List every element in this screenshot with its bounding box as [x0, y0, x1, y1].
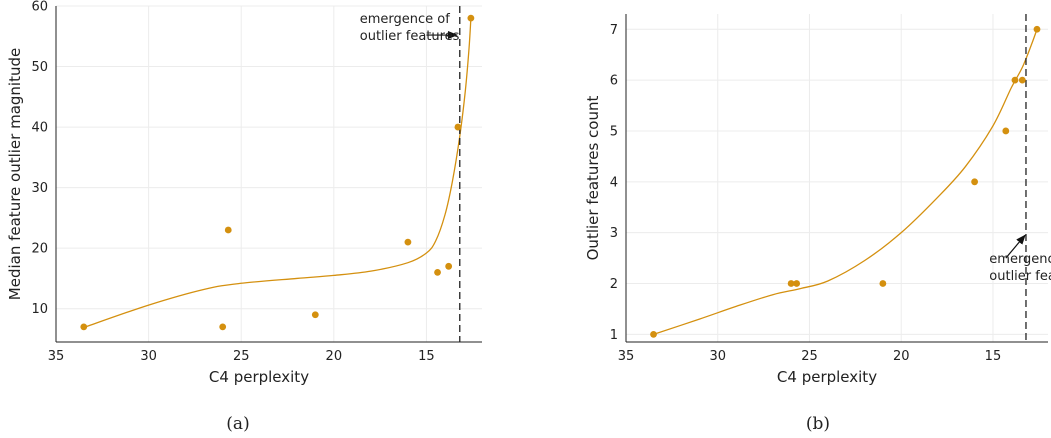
data-point — [224, 226, 232, 234]
y-tick-label: 20 — [31, 242, 48, 257]
x-tick-label: 30 — [140, 349, 157, 364]
y-axis-label: Outlier features count — [584, 96, 602, 261]
data-point — [467, 14, 475, 22]
y-axis-label: Median feature outlier magnitude — [6, 48, 24, 300]
y-tick-label: 6 — [610, 74, 618, 89]
annotation-text: outlier features — [360, 29, 460, 44]
trend-line — [653, 29, 1038, 335]
y-tick-label: 10 — [31, 302, 48, 317]
chart-a: emergence of outlier features 35 30 25 20 15 1… — [6, 0, 482, 434]
data-point — [1002, 127, 1010, 135]
data-point — [1018, 76, 1026, 84]
y-tick-label: 3 — [610, 226, 618, 241]
data-point — [971, 178, 979, 186]
data-point — [311, 311, 319, 319]
y-tick-label: 30 — [31, 181, 48, 196]
x-tick-label: 25 — [801, 349, 818, 364]
y-tick-label: 60 — [31, 0, 48, 15]
x-axis-label: C4 perplexity — [777, 368, 877, 386]
data-point — [787, 280, 795, 287]
annotation-text: emergence of — [989, 252, 1051, 267]
data-point — [219, 323, 227, 331]
y-tick-label: 5 — [610, 124, 618, 139]
data-point — [434, 268, 441, 276]
y-tick-label: 1 — [610, 328, 618, 343]
data-point — [1011, 76, 1019, 84]
y-tick-label: 7 — [610, 23, 618, 38]
x-tick-label: 15 — [985, 349, 1002, 364]
data-point — [404, 238, 412, 246]
data-point — [445, 262, 453, 270]
data-point — [1033, 25, 1041, 33]
data-point — [879, 280, 887, 287]
figure-caption: (a) — [226, 414, 249, 434]
x-tick-label: 35 — [618, 349, 635, 364]
annotation-text: emergence of — [360, 12, 450, 27]
x-tick-label: 25 — [233, 349, 250, 364]
x-tick-label: 35 — [48, 349, 65, 364]
y-tick-label: 40 — [31, 121, 48, 136]
trend-line — [83, 18, 472, 329]
x-tick-label: 20 — [893, 349, 910, 364]
x-tick-label: 30 — [709, 349, 726, 364]
data-point — [793, 280, 801, 287]
data-point — [454, 123, 462, 131]
x-tick-label: 20 — [326, 349, 343, 364]
figure-caption: (b) — [806, 414, 830, 434]
y-tick-label: 2 — [610, 277, 618, 292]
data-point — [650, 330, 657, 338]
x-axis-label: C4 perplexity — [209, 368, 309, 386]
x-tick-label: 15 — [418, 349, 435, 364]
annotation-text: outlier features — [989, 269, 1051, 284]
y-tick-label: 50 — [31, 60, 48, 75]
data-point — [80, 323, 88, 331]
y-tick-label: 4 — [610, 175, 618, 190]
annotation-arrow — [1005, 234, 1026, 259]
